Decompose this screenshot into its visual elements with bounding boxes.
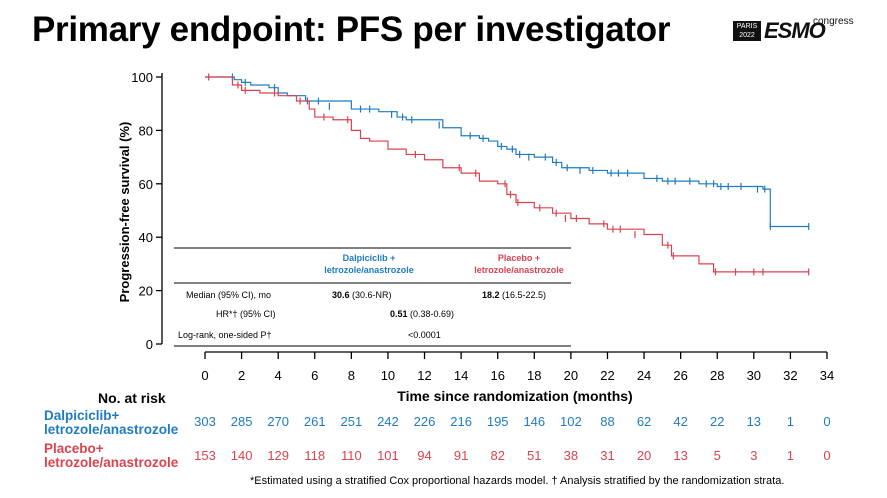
dalpiciclib-risk-count: 62: [637, 414, 651, 429]
hr-value: 0.51: [390, 309, 408, 319]
placebo-risk-count: 51: [527, 448, 541, 463]
placebo-risk-count: 91: [454, 448, 468, 463]
x-tick-label: 22: [600, 368, 614, 383]
placebo-risk-count: 129: [267, 448, 289, 463]
x-tick-label: 6: [311, 368, 318, 383]
dalpiciclib-risk-count: 270: [267, 414, 289, 429]
summary-table: Dalpiciclib + letrozole/anastrozole Plac…: [174, 246, 572, 346]
table-row-logrank-value: <0.0001: [408, 330, 441, 340]
y-tick-label: 100: [131, 70, 153, 85]
x-tick-label: 4: [275, 368, 282, 383]
dalpiciclib-risk-count: 251: [341, 414, 363, 429]
risk-table-values: 303 285 270 261 251 242 226 216 195 146 102 88 62 42 2…: [194, 414, 830, 463]
placebo-risk-count: 38: [564, 448, 578, 463]
table-row-logrank-label: Log-rank, one-sided P†: [178, 330, 272, 340]
x-tick-label: 0: [201, 368, 208, 383]
placebo-risk-count: 153: [194, 448, 216, 463]
hr-ci: (0.38-0.69): [407, 309, 455, 319]
x-tick-label: 28: [710, 368, 724, 383]
esmo-logo: PARIS 2022 ESMO congress: [733, 16, 863, 46]
y-axis-label: Progression-free survival (%): [117, 122, 132, 303]
logo-name: ESMO: [764, 18, 826, 43]
dalpiciclib-risk-count: 303: [194, 414, 216, 429]
x-tick-label: 24: [637, 368, 651, 383]
dalpiciclib-risk-count: 216: [450, 414, 472, 429]
dalpiciclib-risk-count: 88: [600, 414, 614, 429]
placebo-risk-count: 118: [304, 448, 325, 463]
placebo-risk-count: 101: [377, 448, 399, 463]
median-placebo-value: 18.2: [482, 290, 500, 300]
placebo-survival-curve: [205, 76, 809, 273]
x-tick-label: 18: [527, 368, 541, 383]
median-dalpiciclib-ci: (30.6-NR): [349, 290, 392, 300]
placebo-risk-count: 82: [490, 448, 504, 463]
placebo-risk-count: 140: [231, 448, 253, 463]
dalpiciclib-risk-count: 102: [560, 414, 582, 429]
logo-date-box: PARIS 2022: [733, 21, 761, 41]
dalpiciclib-risk-count: 226: [414, 414, 436, 429]
footnote: *Estimated using a stratified Cox propor…: [250, 475, 785, 487]
x-tick-label: 8: [348, 368, 355, 383]
table-header-dalpiciclib: Dalpiciclib + letrozole/anastrozole: [324, 253, 414, 275]
chart-curves: [205, 73, 810, 276]
placebo-risk-count: 1: [787, 448, 794, 463]
median-dalpiciclib-value: 30.6: [332, 290, 350, 300]
dalpiciclib-risk-count: 22: [710, 414, 724, 429]
placebo-risk-count: 20: [637, 448, 651, 463]
table-row-median-placebo: 18.2 (16.5-22.5): [482, 290, 546, 300]
table-row-hr-value: 0.51 (0.38-0.69): [390, 309, 454, 319]
risk-table-title: No. at risk: [98, 390, 166, 406]
dalpiciclib-risk-count: 0: [823, 414, 830, 429]
x-tick-label: 30: [747, 368, 761, 383]
x-tick-label: 14: [454, 368, 468, 383]
dalpiciclib-risk-count: 261: [304, 414, 326, 429]
y-tick-label: 0: [146, 337, 153, 352]
dalpiciclib-risk-count: 242: [377, 414, 399, 429]
risk-label-dalpiciclib: Dalpiciclib+ letrozole/anastrozole: [44, 408, 179, 437]
x-tick-label: 20: [564, 368, 578, 383]
dalpiciclib-risk-count: 285: [231, 414, 253, 429]
median-placebo-ci: (16.5-22.5): [499, 290, 547, 300]
table-row-median-label: Median (95% CI), mo: [186, 290, 272, 300]
logo-city: PARIS: [736, 23, 758, 30]
x-tick-label: 34: [820, 368, 834, 383]
placebo-risk-count: 110: [341, 448, 362, 463]
x-tick-label: 12: [417, 368, 431, 383]
logo-suffix: congress: [813, 16, 854, 27]
placebo-risk-count: 3: [750, 448, 757, 463]
dalpiciclib-survival-curve: [205, 76, 809, 228]
placebo-risk-count: 94: [417, 448, 431, 463]
placebo-risk-count: 13: [673, 448, 687, 463]
x-tick-label: 32: [783, 368, 797, 383]
dalpiciclib-risk-count: 13: [747, 414, 761, 429]
x-axis-label: Time since randomization (months): [397, 388, 632, 404]
x-tick-label: 16: [490, 368, 504, 383]
dalpiciclib-risk-count: 1: [787, 414, 794, 429]
dalpiciclib-risk-count: 195: [487, 414, 509, 429]
dalpiciclib-risk-count: 146: [523, 414, 545, 429]
placebo-risk-count: 0: [823, 448, 830, 463]
table-header-placebo: Placebo + letrozole/anastrozole: [474, 253, 564, 275]
y-tick-label: 20: [139, 284, 153, 299]
slide-title: Primary endpoint: PFS per investigator: [32, 10, 671, 49]
x-tick-label: 2: [238, 368, 245, 383]
placebo-risk-count: 31: [600, 448, 614, 463]
x-tick-label: 26: [673, 368, 687, 383]
placebo-risk-count: 5: [714, 448, 721, 463]
y-tick-label: 80: [139, 123, 153, 138]
table-row-hr-label: HR*† (95% CI): [216, 309, 276, 319]
y-tick-label: 40: [139, 230, 153, 245]
table-row-median-dalpiciclib: 30.6 (30.6-NR): [332, 290, 392, 300]
dalpiciclib-risk-count: 42: [673, 414, 687, 429]
risk-label-placebo: Placebo+ letrozole/anastrozole: [44, 441, 179, 470]
logo-year: 2022: [739, 32, 755, 39]
y-tick-label: 60: [139, 177, 153, 192]
x-tick-label: 10: [381, 368, 395, 383]
